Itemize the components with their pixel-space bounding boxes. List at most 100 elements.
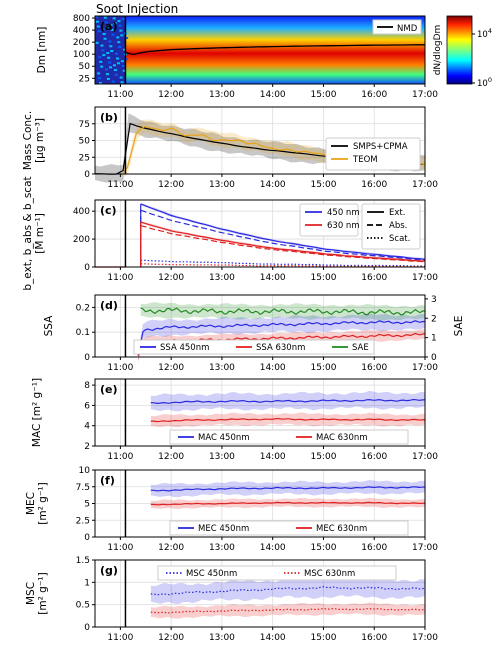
y2-tick-label: 1 [431, 334, 437, 344]
x-tick-label: 13:00 [209, 180, 235, 190]
y-tick-label: 25 [79, 74, 90, 84]
y-axis-label-line: SSA [43, 315, 55, 337]
x-tick-label: 16:00 [361, 180, 387, 190]
heatmap-noise [110, 28, 114, 31]
heatmap-noise [120, 81, 124, 84]
exponent: 0 [488, 76, 492, 84]
y-tick-label: 0.5 [76, 601, 90, 611]
legend-label: Abs. [389, 221, 407, 231]
uncertainty-band [95, 113, 425, 183]
heatmap-noise [107, 56, 111, 59]
y-tick-label: 400 [73, 26, 90, 36]
heatmap-noise [113, 22, 117, 25]
axes-frame [94, 559, 426, 628]
y-tick-label: 800 [73, 14, 90, 24]
heatmap-noise [104, 21, 108, 24]
x-tick-label: 11:00 [107, 180, 133, 190]
x-tick-label: 16:00 [361, 273, 387, 283]
heatmap-noise [95, 20, 99, 23]
heatmap-noise [103, 37, 107, 40]
heatmap-noise [100, 44, 104, 47]
heatmap-noise [123, 48, 127, 51]
panel-d: 11:00 12:00 13:00 14:00 15:00 16:00 17:0000.10… [43, 294, 465, 373]
x-tick-label: 14:00 [260, 90, 286, 100]
series-line [140, 203, 426, 260]
x-tick-label: 12:00 [158, 273, 184, 283]
x-tick-label: 14:00 [260, 633, 286, 643]
heatmap-noise [125, 37, 129, 40]
series-line [140, 221, 426, 262]
panel-f: 11:00 12:00 13:00 14:00 15:00 16:00 17:00 0 2.5 5… [25, 466, 438, 553]
y-tick-label: 100 [73, 50, 90, 60]
y-tick-label: 0 [84, 533, 90, 543]
x-tick-label: 14:00 [260, 543, 286, 553]
x-tick-label: 15:00 [310, 633, 336, 643]
x-tick-label: 15:00 [310, 180, 336, 190]
panel-label: (e) [100, 383, 118, 396]
legend-box [169, 520, 409, 536]
heatmap-noise [111, 80, 115, 83]
x-tick-label: 14:00 [260, 180, 286, 190]
y-tick-label: 2.5 [76, 516, 90, 526]
uncertainty-band [150, 480, 425, 498]
x-tick-label: 16:00 [361, 543, 387, 553]
series-line [150, 398, 426, 405]
series-line [137, 320, 426, 356]
y-tick-label: 0.2 [76, 303, 90, 313]
y-axis-label-line: [µg m⁻³] [34, 118, 46, 163]
y-axis-label-line: [M m⁻¹] [34, 213, 46, 254]
heatmap-noise [116, 36, 120, 39]
x-tick-label: 16:00 [361, 633, 387, 643]
colorbar [446, 15, 473, 85]
y-tick-label: 50 [79, 62, 91, 72]
colorbar-tick-label: 104 [477, 27, 492, 40]
x-tick-label: 17:00 [412, 273, 438, 283]
y-axis-label-line: MSC [25, 582, 37, 605]
y-tick-label: 0 [84, 263, 90, 273]
axes-frame [94, 378, 426, 447]
x-tick-label: 14:00 [260, 273, 286, 283]
y-tick-label: 0 [84, 353, 90, 363]
y-axis-label-line: Mass Conc. [22, 111, 34, 170]
panel-label: (f) [100, 474, 115, 487]
heatmap-noise [111, 33, 115, 36]
legend-label: 450 nm [327, 208, 360, 218]
x-tick-label: 13:00 [209, 90, 235, 100]
axes-frame [94, 294, 426, 358]
y-tick-label: 10 [79, 466, 91, 476]
y-axis-label: MEC[m² g⁻¹] [25, 482, 49, 524]
legend-box [372, 19, 422, 35]
y2-axis-label: SAE [453, 316, 465, 337]
legend-label: SSA 450nm [160, 343, 209, 353]
exponent: 4 [488, 27, 492, 35]
uncertainty-band [150, 412, 425, 428]
y-axis-label: Mass Conc.[µg m⁻³] [22, 111, 46, 170]
x-tick-label: 12:00 [158, 633, 184, 643]
series-line [150, 486, 426, 492]
heatmap-noise [115, 52, 119, 55]
uncertainty-band [150, 390, 425, 412]
heatmap-noise [108, 40, 112, 43]
legend-label: MEC 450nm [198, 524, 249, 534]
heatmap-noise [114, 73, 118, 76]
x-tick-label: 11:00 [107, 452, 133, 462]
y-tick-label: 0.1 [76, 328, 90, 338]
y-axis-label-line: MEC [25, 492, 37, 515]
y-tick-label: 0 [84, 623, 90, 633]
y-axis-label-line: [m² g⁻¹] [37, 572, 49, 614]
heatmap-noise [106, 77, 110, 80]
heatmap-noise [117, 20, 121, 23]
panel-g: 11:00 12:00 13:00 14:00 15:00 16:00 17:00 0 0.5 1… [25, 556, 438, 643]
panel-label: (c) [100, 204, 117, 217]
heatmap-noise [99, 60, 103, 63]
legend-label: MEC 630nm [316, 524, 367, 534]
x-tick-label: 15:00 [310, 363, 336, 373]
uncertainty-band [150, 497, 425, 509]
x-tick-label: 16:00 [361, 363, 387, 373]
y-axis-label: MSC[m² g⁻¹] [25, 572, 49, 614]
heatmap-noise [100, 65, 104, 68]
x-tick-label: 11:00 [107, 543, 133, 553]
heatmap-noise [119, 29, 123, 32]
heatmap-noise [109, 45, 113, 48]
series-line [140, 307, 426, 316]
